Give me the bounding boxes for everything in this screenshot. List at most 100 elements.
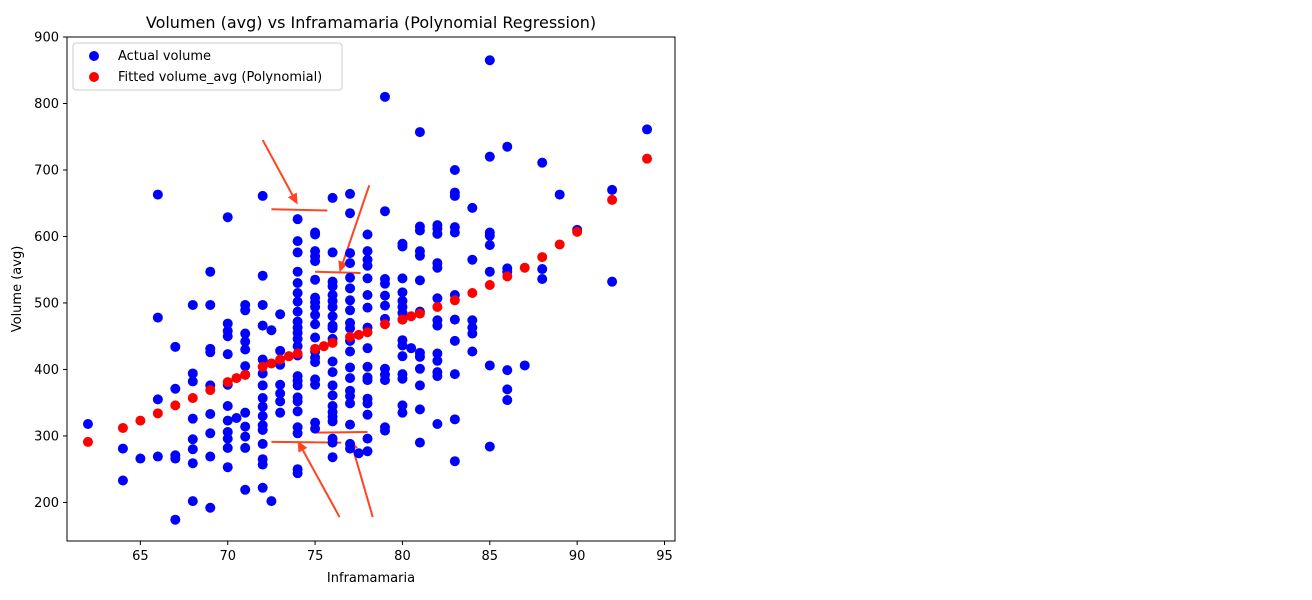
- actual-point: [266, 325, 277, 336]
- actual-point: [327, 390, 338, 401]
- actual-point: [170, 453, 181, 464]
- actual-point: [292, 236, 303, 247]
- actual-point: [414, 437, 425, 448]
- actual-point: [266, 496, 277, 507]
- actual-point: [310, 332, 321, 343]
- actual-point: [310, 274, 321, 285]
- legend-label-fitted: Fitted volume_avg (Polynomial): [118, 70, 322, 85]
- actual-point: [345, 373, 356, 384]
- actual-point: [257, 320, 268, 331]
- actual-point: [362, 375, 373, 386]
- actual-point: [467, 328, 478, 339]
- actual-point: [345, 398, 356, 409]
- actual-point: [537, 264, 548, 275]
- actual-point: [222, 331, 233, 342]
- actual-point: [222, 212, 233, 223]
- fitted-point: [484, 280, 495, 291]
- actual-point: [310, 357, 321, 368]
- actual-point: [449, 414, 460, 425]
- chart-title: Volumen (avg) vs Inframamaria (Polynomia…: [146, 13, 596, 32]
- actual-point: [231, 412, 242, 423]
- actual-point: [345, 443, 356, 454]
- actual-point: [362, 409, 373, 420]
- actual-point: [432, 355, 443, 366]
- fitted-point: [502, 271, 513, 282]
- actual-point: [414, 404, 425, 415]
- fitted-point: [554, 239, 565, 250]
- actual-point: [502, 384, 513, 395]
- actual-point: [292, 287, 303, 298]
- fitted-point: [257, 361, 268, 372]
- actual-point: [257, 380, 268, 391]
- fitted-point: [642, 153, 653, 164]
- actual-point: [362, 246, 373, 257]
- fitted-point: [537, 252, 548, 263]
- y-tick-label: 400: [34, 363, 59, 378]
- actual-point: [449, 314, 460, 325]
- actual-point: [345, 188, 356, 199]
- actual-point: [310, 379, 321, 390]
- actual-point: [484, 441, 495, 452]
- actual-point: [310, 309, 321, 320]
- fitted-point: [231, 373, 242, 384]
- fitted-point: [240, 369, 251, 380]
- actual-point: [362, 302, 373, 313]
- fitted-point: [222, 377, 233, 388]
- actual-point: [310, 256, 321, 267]
- legend-marker-fitted: [89, 72, 99, 82]
- fitted-point: [135, 415, 146, 426]
- actual-point: [502, 365, 513, 376]
- actual-point: [240, 344, 251, 355]
- actual-point: [327, 452, 338, 463]
- fitted-point: [310, 343, 321, 354]
- actual-point: [484, 266, 495, 277]
- actual-point: [467, 315, 478, 326]
- x-tick-label: 90: [569, 549, 586, 564]
- actual-point: [187, 299, 198, 310]
- actual-point: [222, 462, 233, 473]
- actual-point: [414, 275, 425, 286]
- x-axis-label: Inframamaria: [327, 571, 415, 586]
- actual-point: [222, 318, 233, 329]
- fitted-point: [152, 408, 163, 419]
- actual-point: [484, 240, 495, 251]
- actual-point: [117, 443, 128, 454]
- actual-point: [205, 266, 216, 277]
- x-tick-label: 85: [482, 549, 499, 564]
- actual-point: [484, 360, 495, 371]
- actual-point: [414, 351, 425, 362]
- actual-point: [432, 371, 443, 382]
- actual-point: [275, 407, 286, 418]
- fitted-point: [572, 226, 583, 237]
- fitted-point: [318, 341, 329, 352]
- actual-point: [432, 320, 443, 331]
- actual-point: [502, 141, 513, 152]
- fitted-point: [187, 393, 198, 404]
- actual-point: [240, 328, 251, 339]
- y-axis-label: Volume (avg): [10, 246, 25, 333]
- x-tick-label: 95: [656, 549, 673, 564]
- legend: Actual volume Fitted volume_avg (Polynom…: [72, 42, 343, 91]
- actual-point: [345, 248, 356, 259]
- actual-point: [187, 376, 198, 387]
- actual-point: [310, 301, 321, 312]
- actual-point: [607, 184, 618, 195]
- actual-point: [257, 482, 268, 493]
- actual-point: [327, 301, 338, 312]
- actual-point: [379, 91, 390, 102]
- actual-point: [362, 260, 373, 271]
- actual-point: [607, 276, 618, 287]
- actual-point: [397, 287, 408, 298]
- actual-point: [345, 323, 356, 334]
- actual-point: [292, 247, 303, 258]
- actual-point: [292, 428, 303, 439]
- actual-point: [362, 273, 373, 284]
- actual-point: [449, 335, 460, 346]
- actual-point: [414, 363, 425, 374]
- fitted-point: [170, 400, 181, 411]
- actual-point: [205, 409, 216, 420]
- actual-point: [310, 319, 321, 330]
- actual-point: [327, 437, 338, 448]
- actual-point: [397, 241, 408, 252]
- actual-point: [310, 229, 321, 240]
